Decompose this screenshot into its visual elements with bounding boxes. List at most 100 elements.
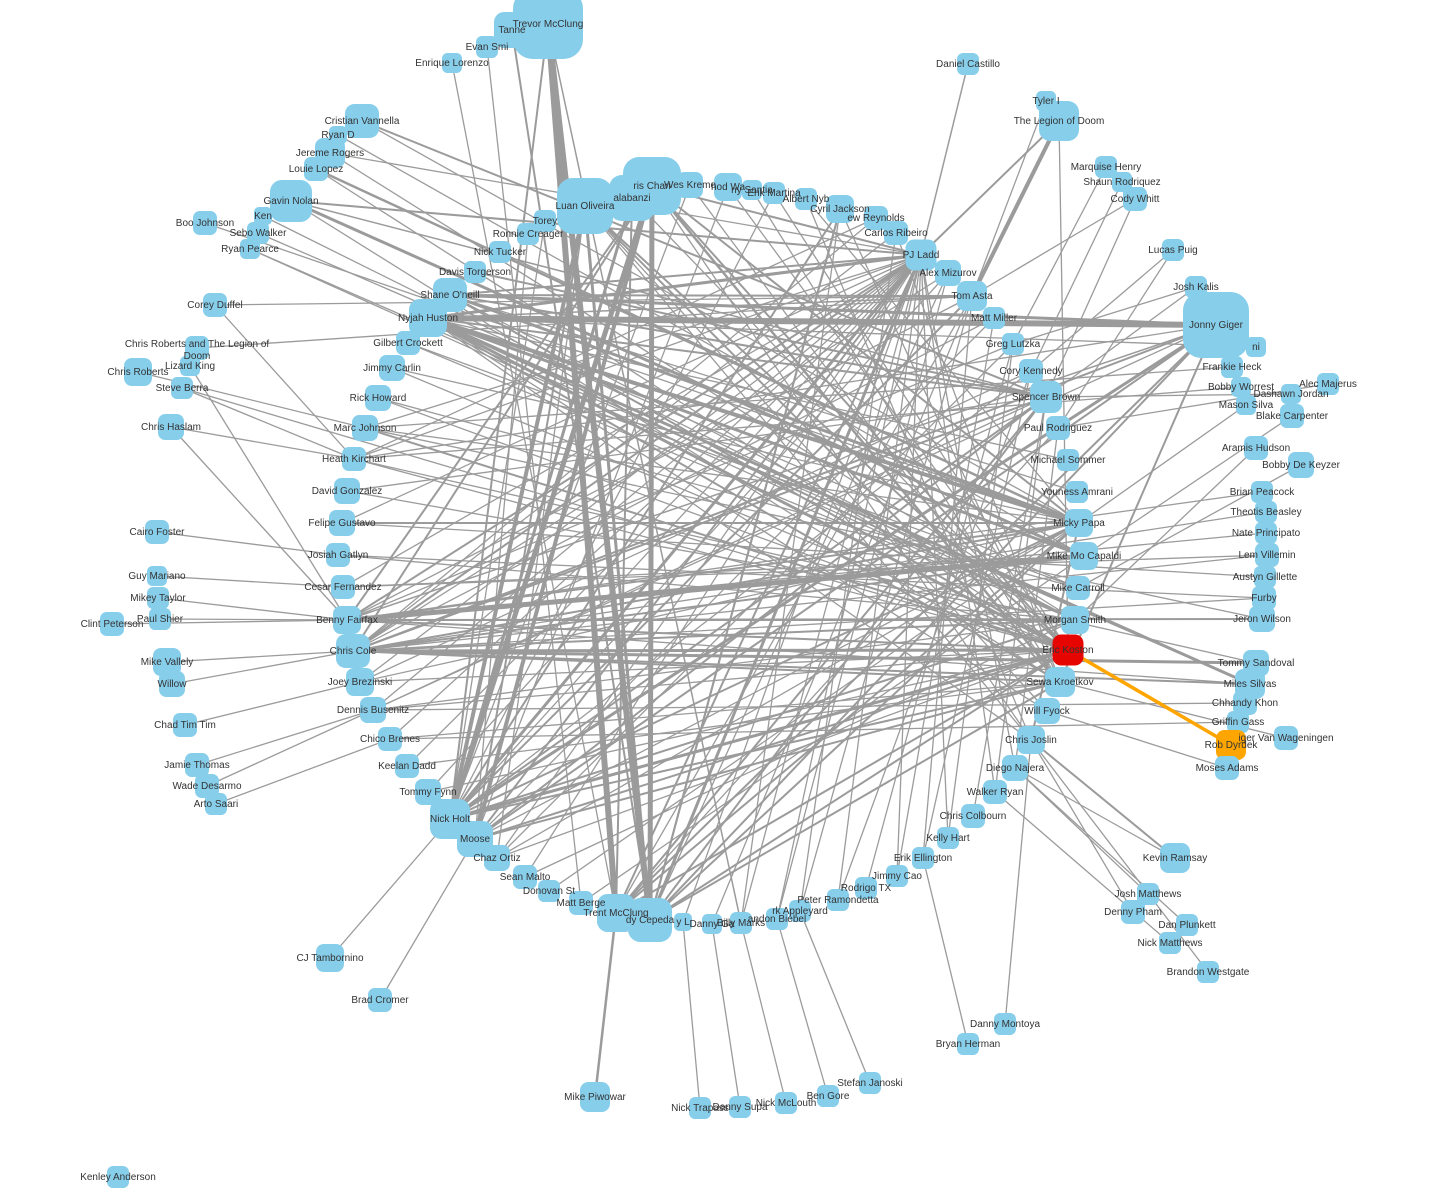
- graph-node-danny-ga[interactable]: [702, 914, 722, 934]
- node-square[interactable]: [689, 1097, 711, 1119]
- graph-node-cyril-jackson[interactable]: [826, 195, 854, 223]
- node-square[interactable]: [1002, 333, 1024, 355]
- node-square[interactable]: [158, 414, 184, 440]
- node-square[interactable]: [538, 880, 560, 902]
- graph-node-benny-fairfax[interactable]: [333, 606, 361, 634]
- node-square[interactable]: [674, 913, 692, 931]
- node-square[interactable]: [763, 182, 785, 204]
- graph-node-luan-oliveira[interactable]: [557, 178, 613, 234]
- node-square[interactable]: [342, 447, 366, 471]
- graph-node-greg-lutzka[interactable]: [1002, 333, 1024, 355]
- graph-node-torey[interactable]: [534, 210, 556, 232]
- graph-node-danny-montoya[interactable]: [994, 1013, 1016, 1035]
- node-square[interactable]: [886, 865, 908, 887]
- node-square[interactable]: [147, 587, 169, 609]
- node-square[interactable]: [180, 356, 200, 376]
- graph-node-paul-shier[interactable]: [149, 608, 171, 630]
- node-square[interactable]: [173, 713, 197, 737]
- node-square[interactable]: [185, 336, 209, 360]
- node-square[interactable]: [1121, 900, 1145, 924]
- graph-node-boo-johnson[interactable]: [193, 211, 217, 235]
- node-square[interactable]: [1221, 356, 1243, 378]
- node-square[interactable]: [345, 104, 379, 138]
- graph-node-arto-saari[interactable]: [205, 793, 227, 815]
- node-square[interactable]: [1030, 381, 1062, 413]
- node-square[interactable]: [379, 355, 405, 381]
- node-square[interactable]: [153, 648, 181, 676]
- graph-node-stefan-janoski[interactable]: [859, 1072, 881, 1094]
- graph-node-alabanzi[interactable]: [609, 175, 655, 221]
- node-square[interactable]: [795, 188, 817, 210]
- graph-node-moses-adams[interactable]: [1215, 756, 1239, 780]
- node-square[interactable]: [1280, 404, 1304, 428]
- graph-node-willow[interactable]: [159, 671, 185, 697]
- node-square[interactable]: [1065, 509, 1093, 537]
- graph-node-donovan-st[interactable]: [538, 880, 560, 902]
- graph-node-corey-duffel[interactable]: [203, 293, 227, 317]
- graph-node-rob-dyrdek[interactable]: [1216, 730, 1246, 760]
- node-square[interactable]: [316, 944, 344, 972]
- graph-node-wes-kreme[interactable]: [677, 172, 703, 198]
- graph-node-chris-cole[interactable]: [336, 634, 370, 668]
- node-square[interactable]: [368, 988, 392, 1012]
- graph-node-chris-roberts-and-the-legion-of[interactable]: [185, 336, 209, 360]
- node-square[interactable]: [1137, 883, 1159, 905]
- node-square[interactable]: [1231, 377, 1251, 397]
- node-square[interactable]: [517, 223, 539, 245]
- node-square[interactable]: [1236, 395, 1256, 415]
- node-square[interactable]: [193, 211, 217, 235]
- node-square[interactable]: [1070, 542, 1098, 570]
- node-square[interactable]: [333, 606, 361, 634]
- graph-node-steve-berra[interactable]: [171, 377, 193, 399]
- graph-node-dy-cepeda[interactable]: [628, 898, 672, 942]
- node-square[interactable]: [729, 1096, 751, 1118]
- graph-node-cory-kennedy[interactable]: [1019, 359, 1043, 383]
- node-square[interactable]: [254, 207, 272, 225]
- graph-node-moose[interactable]: [457, 821, 493, 857]
- node-square[interactable]: [395, 754, 419, 778]
- graph-node-nick-tucker[interactable]: [489, 241, 511, 263]
- node-square[interactable]: [1034, 698, 1060, 724]
- graph-node-dan-plunkett[interactable]: [1176, 914, 1198, 936]
- graph-node-nyjah-huston[interactable]: [409, 299, 447, 337]
- graph-node-rk-appleyard[interactable]: [789, 900, 811, 922]
- graph-node-jimmy-carlin[interactable]: [379, 355, 405, 381]
- graph-node-michael-sommer[interactable]: [1057, 449, 1079, 471]
- node-square[interactable]: [1233, 691, 1257, 715]
- graph-node-denny-pham[interactable]: [1121, 900, 1145, 924]
- graph-node-mike-carroll[interactable]: [1066, 576, 1090, 600]
- graph-node-josh-matthews[interactable]: [1137, 883, 1159, 905]
- graph-node-cesar-fernandez[interactable]: [331, 575, 355, 599]
- node-square[interactable]: [195, 774, 219, 798]
- node-square[interactable]: [1288, 452, 1314, 478]
- graph-node-will-fyock[interactable]: [1034, 698, 1060, 724]
- graph-node-furby[interactable]: [1252, 586, 1276, 610]
- node-square[interactable]: [185, 753, 209, 777]
- graph-node-daniel-castillo[interactable]: [957, 53, 979, 75]
- graph-node-chaz-ortiz[interactable]: [484, 845, 510, 871]
- node-square[interactable]: [513, 0, 583, 59]
- node-square[interactable]: [1255, 543, 1279, 567]
- node-square[interactable]: [1057, 449, 1079, 471]
- node-square[interactable]: [247, 222, 269, 244]
- node-square[interactable]: [360, 697, 386, 723]
- graph-node-griffin-gass[interactable]: [1227, 711, 1249, 733]
- graph-node-mason-silva[interactable]: [1236, 395, 1256, 415]
- node-square[interactable]: [171, 377, 193, 399]
- node-square[interactable]: [1019, 359, 1043, 383]
- node-square[interactable]: [329, 510, 355, 536]
- node-square[interactable]: [489, 241, 511, 263]
- node-square[interactable]: [326, 543, 350, 567]
- graph-node-albert-nyb[interactable]: [795, 188, 817, 210]
- graph-node-lem-villemin[interactable]: [1255, 543, 1279, 567]
- graph-node-kenley-anderson[interactable]: [107, 1166, 129, 1188]
- graph-node-theotis-beasley[interactable]: [1255, 501, 1277, 523]
- graph-node-evan-smi[interactable]: [476, 36, 498, 58]
- graph-node-david-gonzalez[interactable]: [334, 478, 360, 504]
- graph-node-blake-carpenter[interactable]: [1280, 404, 1304, 428]
- graph-node-bryan-herman[interactable]: [957, 1033, 979, 1055]
- node-square[interactable]: [1244, 436, 1268, 460]
- node-square[interactable]: [1061, 606, 1089, 634]
- node-square[interactable]: [855, 877, 877, 899]
- graph-node-kevin-ramsay[interactable]: [1160, 843, 1190, 873]
